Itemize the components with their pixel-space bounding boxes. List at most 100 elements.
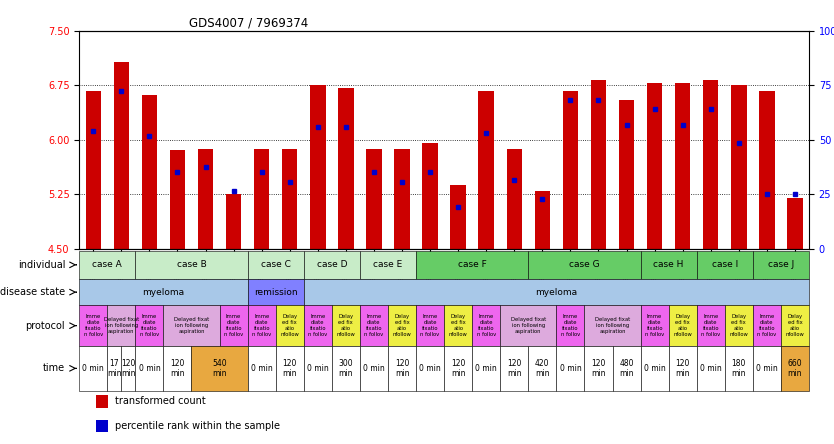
Text: Delay
ed fix
atio
nfollow: Delay ed fix atio nfollow bbox=[280, 314, 299, 337]
Text: 0 min: 0 min bbox=[83, 364, 104, 373]
Bar bbox=[725, 346, 753, 391]
Text: 17
min: 17 min bbox=[107, 359, 122, 378]
Text: 120
min: 120 min bbox=[121, 359, 136, 378]
Bar bbox=[226, 194, 241, 249]
Bar bbox=[753, 346, 781, 391]
Bar bbox=[675, 83, 691, 249]
Bar bbox=[669, 346, 696, 391]
Bar bbox=[108, 346, 121, 391]
Text: 0 min: 0 min bbox=[700, 364, 721, 373]
Bar bbox=[388, 305, 416, 346]
Bar bbox=[304, 279, 809, 305]
Bar bbox=[444, 305, 472, 346]
Bar bbox=[170, 150, 185, 249]
Text: case C: case C bbox=[261, 260, 290, 270]
Text: 0 min: 0 min bbox=[756, 364, 778, 373]
Bar bbox=[753, 305, 781, 346]
Text: 120
min: 120 min bbox=[591, 359, 605, 378]
Text: protocol: protocol bbox=[26, 321, 65, 331]
Text: case I: case I bbox=[711, 260, 738, 270]
Bar bbox=[781, 305, 809, 346]
Bar bbox=[113, 62, 129, 249]
Bar bbox=[108, 305, 135, 346]
Bar bbox=[753, 251, 809, 279]
Bar bbox=[254, 149, 269, 249]
Bar bbox=[163, 346, 192, 391]
Bar bbox=[142, 95, 157, 249]
Bar bbox=[647, 83, 662, 249]
Bar bbox=[479, 91, 494, 249]
Text: Imme
diate
fixatio
n follov: Imme diate fixatio n follov bbox=[83, 314, 103, 337]
Text: case A: case A bbox=[93, 260, 122, 270]
Bar bbox=[96, 395, 108, 408]
Bar bbox=[248, 346, 276, 391]
Text: case B: case B bbox=[177, 260, 206, 270]
Bar bbox=[304, 305, 332, 346]
Bar bbox=[781, 346, 809, 391]
Bar bbox=[332, 305, 360, 346]
Bar bbox=[725, 305, 753, 346]
Text: Delay
ed fix
atio
nfollow: Delay ed fix atio nfollow bbox=[393, 314, 411, 337]
Text: case E: case E bbox=[374, 260, 403, 270]
Text: Imme
diate
fixatio
n follov: Imme diate fixatio n follov bbox=[364, 314, 384, 337]
Bar bbox=[472, 305, 500, 346]
Bar bbox=[416, 305, 444, 346]
Text: 120
min: 120 min bbox=[283, 359, 297, 378]
Bar bbox=[310, 86, 325, 249]
Text: myeloma: myeloma bbox=[143, 288, 184, 297]
Text: Delay
ed fix
atio
nfollow: Delay ed fix atio nfollow bbox=[673, 314, 692, 337]
Bar bbox=[450, 185, 466, 249]
Text: Imme
diate
fixatio
n follov: Imme diate fixatio n follov bbox=[140, 314, 159, 337]
Bar bbox=[276, 346, 304, 391]
Text: Imme
diate
fixatio
n follov: Imme diate fixatio n follov bbox=[420, 314, 440, 337]
Text: 540
min: 540 min bbox=[213, 359, 227, 378]
Text: time: time bbox=[43, 363, 65, 373]
Text: 0 min: 0 min bbox=[420, 364, 441, 373]
Text: 480
min: 480 min bbox=[620, 359, 634, 378]
Bar bbox=[79, 346, 108, 391]
Text: Delayed fixat
ion following
aspiration: Delayed fixat ion following aspiration bbox=[510, 317, 546, 334]
Bar bbox=[590, 80, 606, 249]
Text: Delayed fixat
ion following
aspiration: Delayed fixat ion following aspiration bbox=[173, 317, 209, 334]
Text: 420
min: 420 min bbox=[535, 359, 550, 378]
Text: 180
min: 180 min bbox=[731, 359, 746, 378]
Bar bbox=[585, 346, 612, 391]
Text: case F: case F bbox=[458, 260, 486, 270]
Text: Imme
diate
fixatio
n follov: Imme diate fixatio n follov bbox=[252, 314, 271, 337]
Bar bbox=[696, 346, 725, 391]
Text: case D: case D bbox=[317, 260, 347, 270]
Bar bbox=[416, 346, 444, 391]
Text: Delay
ed fix
atio
nfollow: Delay ed fix atio nfollow bbox=[730, 314, 748, 337]
Text: GDS4007 / 7969374: GDS4007 / 7969374 bbox=[188, 17, 308, 30]
Bar bbox=[360, 346, 388, 391]
Text: 0 min: 0 min bbox=[475, 364, 497, 373]
Bar bbox=[528, 346, 556, 391]
Bar bbox=[500, 346, 528, 391]
Bar bbox=[96, 420, 108, 432]
Text: transformed count: transformed count bbox=[115, 396, 205, 406]
Text: Imme
diate
fixatio
n follov: Imme diate fixatio n follov bbox=[560, 314, 580, 337]
Bar bbox=[192, 346, 248, 391]
Text: 120
min: 120 min bbox=[451, 359, 465, 378]
Text: 0 min: 0 min bbox=[251, 364, 273, 373]
Bar bbox=[394, 149, 409, 249]
Bar bbox=[163, 305, 219, 346]
Bar bbox=[198, 149, 214, 249]
Text: Imme
diate
fixatio
n follov: Imme diate fixatio n follov bbox=[757, 314, 776, 337]
Bar bbox=[619, 100, 635, 249]
Text: Delay
ed fix
atio
nfollow: Delay ed fix atio nfollow bbox=[336, 314, 355, 337]
Bar bbox=[500, 305, 556, 346]
Bar bbox=[731, 86, 746, 249]
Bar bbox=[556, 346, 585, 391]
Text: Delayed fixat
ion following
aspiration: Delayed fixat ion following aspiration bbox=[595, 317, 631, 334]
Bar bbox=[556, 305, 585, 346]
Bar bbox=[703, 80, 718, 249]
Text: 0 min: 0 min bbox=[363, 364, 384, 373]
Bar bbox=[422, 143, 438, 249]
Text: Imme
diate
fixatio
n follov: Imme diate fixatio n follov bbox=[645, 314, 664, 337]
Bar bbox=[641, 346, 669, 391]
Bar bbox=[282, 149, 298, 249]
Bar bbox=[135, 346, 163, 391]
Text: Imme
diate
fixatio
n follov: Imme diate fixatio n follov bbox=[476, 314, 496, 337]
Bar bbox=[506, 149, 522, 249]
